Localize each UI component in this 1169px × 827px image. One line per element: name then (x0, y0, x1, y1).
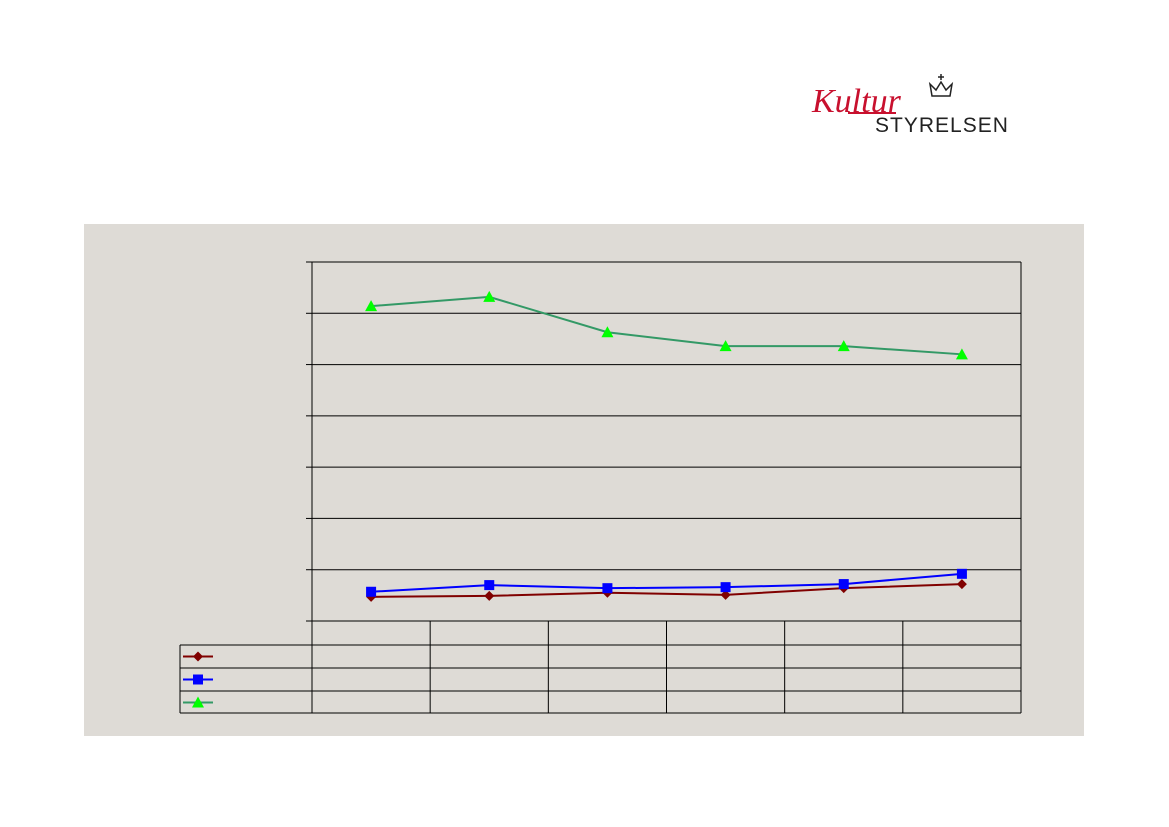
point (365, 300, 378, 312)
point (602, 583, 613, 594)
series-line (371, 295, 962, 356)
point (601, 326, 614, 338)
point (956, 568, 967, 579)
point (483, 290, 496, 302)
legend-swatch (193, 674, 203, 685)
point (719, 340, 732, 352)
series-line (371, 583, 962, 598)
legend-swatch (192, 696, 204, 708)
chart-panel (84, 224, 1084, 736)
logo-word: STYRELSEN (875, 114, 1009, 137)
crown-icon (928, 74, 954, 97)
point (484, 590, 495, 601)
series-line (371, 572, 963, 593)
point (484, 580, 495, 591)
chart (179, 261, 1022, 714)
point (720, 582, 731, 593)
logo: Kultur STYRELSEN (811, 74, 1009, 137)
point (366, 586, 377, 597)
point (837, 340, 850, 352)
point (955, 348, 968, 360)
point (838, 579, 849, 590)
point (956, 579, 967, 590)
legend-swatch (193, 651, 203, 662)
point (720, 589, 731, 600)
